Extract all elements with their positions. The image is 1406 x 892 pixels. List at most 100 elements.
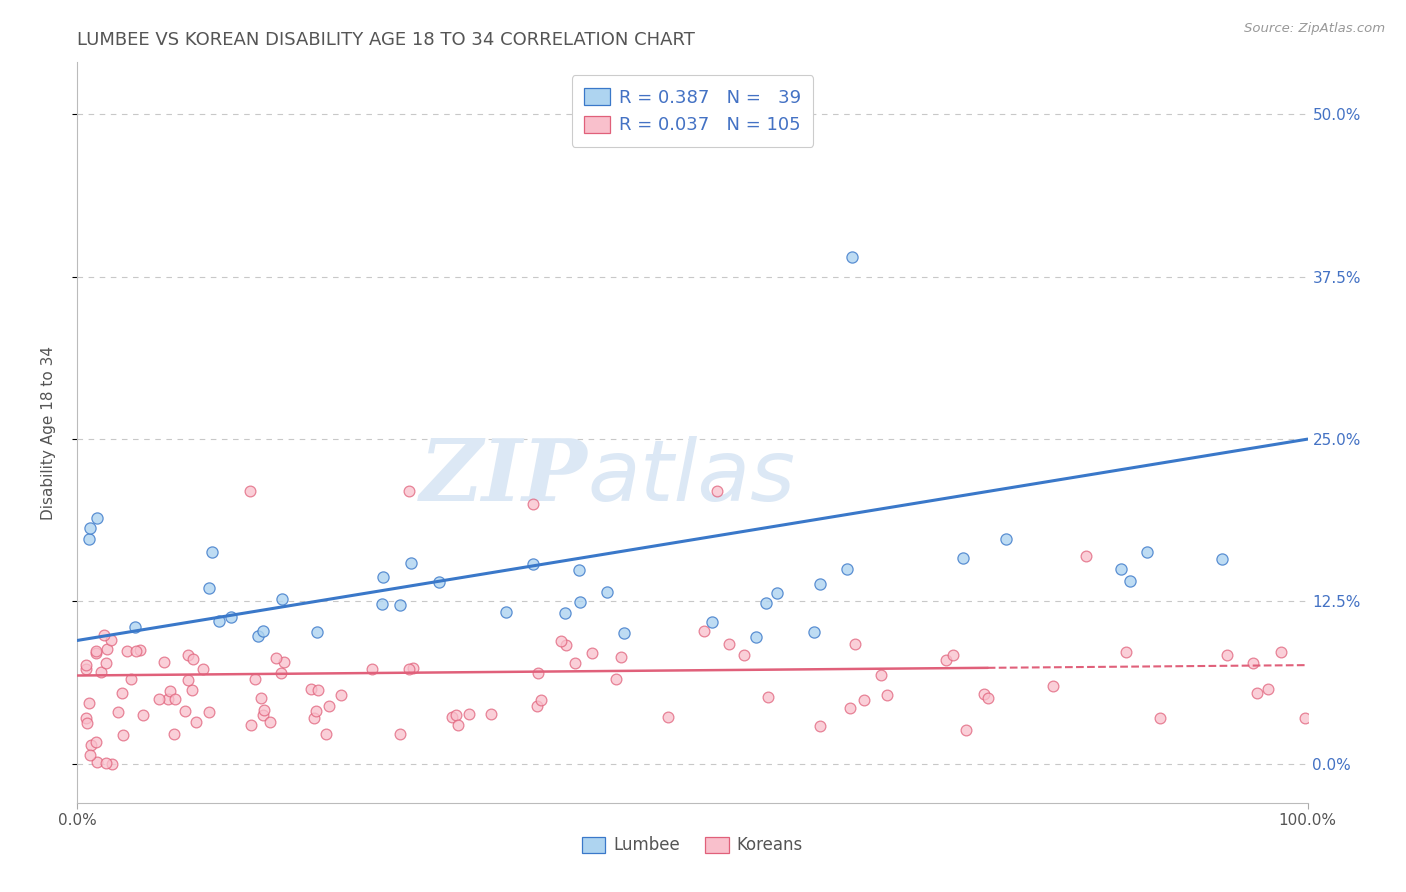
Point — [398, 484, 420, 499]
Point — [101, 756, 124, 771]
Point — [870, 668, 893, 682]
Point — [371, 598, 394, 612]
Point — [444, 707, 467, 722]
Point — [745, 630, 768, 644]
Point — [977, 691, 1000, 706]
Point — [810, 576, 832, 591]
Point — [706, 484, 728, 499]
Point — [1118, 574, 1140, 588]
Point — [942, 648, 965, 662]
Point — [1241, 656, 1264, 670]
Point — [201, 545, 224, 559]
Point — [174, 704, 197, 718]
Point — [181, 651, 204, 665]
Point — [176, 648, 198, 663]
Point — [581, 646, 603, 660]
Point — [1211, 551, 1233, 566]
Point — [273, 655, 295, 669]
Point — [128, 643, 150, 657]
Point — [766, 586, 789, 600]
Point — [733, 648, 755, 662]
Point — [479, 706, 502, 721]
Point — [952, 550, 974, 565]
Point — [86, 755, 108, 769]
Point — [495, 605, 517, 619]
Point — [755, 596, 778, 610]
Point — [165, 691, 187, 706]
Point — [876, 688, 898, 702]
Point — [1136, 545, 1159, 559]
Point — [239, 484, 262, 499]
Point — [253, 703, 276, 717]
Point — [115, 644, 138, 658]
Point — [243, 673, 266, 687]
Point — [75, 658, 97, 673]
Point — [240, 717, 263, 731]
Point — [84, 644, 107, 658]
Point — [305, 704, 328, 718]
Point — [90, 665, 112, 680]
Point — [112, 728, 135, 742]
Point — [100, 632, 122, 647]
Point — [1257, 681, 1279, 696]
Point — [304, 710, 326, 724]
Point — [148, 692, 170, 706]
Point — [246, 629, 269, 643]
Text: LUMBEE VS KOREAN DISABILITY AGE 18 TO 34 CORRELATION CHART: LUMBEE VS KOREAN DISABILITY AGE 18 TO 34… — [77, 31, 695, 49]
Point — [803, 625, 825, 640]
Point — [596, 584, 619, 599]
Point — [180, 683, 202, 698]
Point — [111, 686, 134, 700]
Point — [605, 673, 627, 687]
Point — [93, 627, 115, 641]
Point — [79, 747, 101, 762]
Y-axis label: Disability Age 18 to 34: Disability Age 18 to 34 — [42, 345, 56, 520]
Point — [330, 688, 353, 702]
Point — [401, 556, 423, 570]
Point — [526, 698, 548, 713]
Point — [76, 716, 98, 731]
Point — [361, 662, 384, 676]
Point — [718, 637, 741, 651]
Point — [159, 684, 181, 698]
Point — [853, 692, 876, 706]
Point — [191, 662, 214, 676]
Point — [124, 620, 146, 634]
Point — [120, 672, 142, 686]
Point — [84, 646, 107, 660]
Point — [657, 710, 679, 724]
Point — [522, 557, 544, 571]
Point — [75, 711, 97, 725]
Point — [609, 649, 631, 664]
Point — [935, 653, 957, 667]
Point — [86, 510, 108, 524]
Point — [693, 624, 716, 638]
Point — [841, 250, 863, 264]
Point — [75, 662, 97, 676]
Point — [264, 650, 287, 665]
Point — [1246, 686, 1268, 700]
Point — [107, 705, 129, 719]
Point — [440, 710, 463, 724]
Point — [208, 615, 231, 629]
Point — [299, 682, 322, 697]
Point — [125, 643, 148, 657]
Point — [132, 707, 155, 722]
Point — [522, 497, 544, 511]
Point — [177, 673, 200, 688]
Point — [249, 691, 271, 706]
Point — [388, 727, 411, 741]
Point — [756, 690, 779, 704]
Point — [718, 107, 741, 121]
Point — [270, 666, 292, 681]
Point — [1149, 711, 1171, 725]
Point — [198, 705, 221, 719]
Point — [973, 687, 995, 701]
Point — [252, 624, 274, 638]
Point — [458, 707, 481, 722]
Point — [162, 726, 184, 740]
Point — [568, 563, 591, 577]
Point — [388, 598, 411, 612]
Point — [307, 682, 329, 697]
Legend: Lumbee, Koreans: Lumbee, Koreans — [575, 830, 810, 861]
